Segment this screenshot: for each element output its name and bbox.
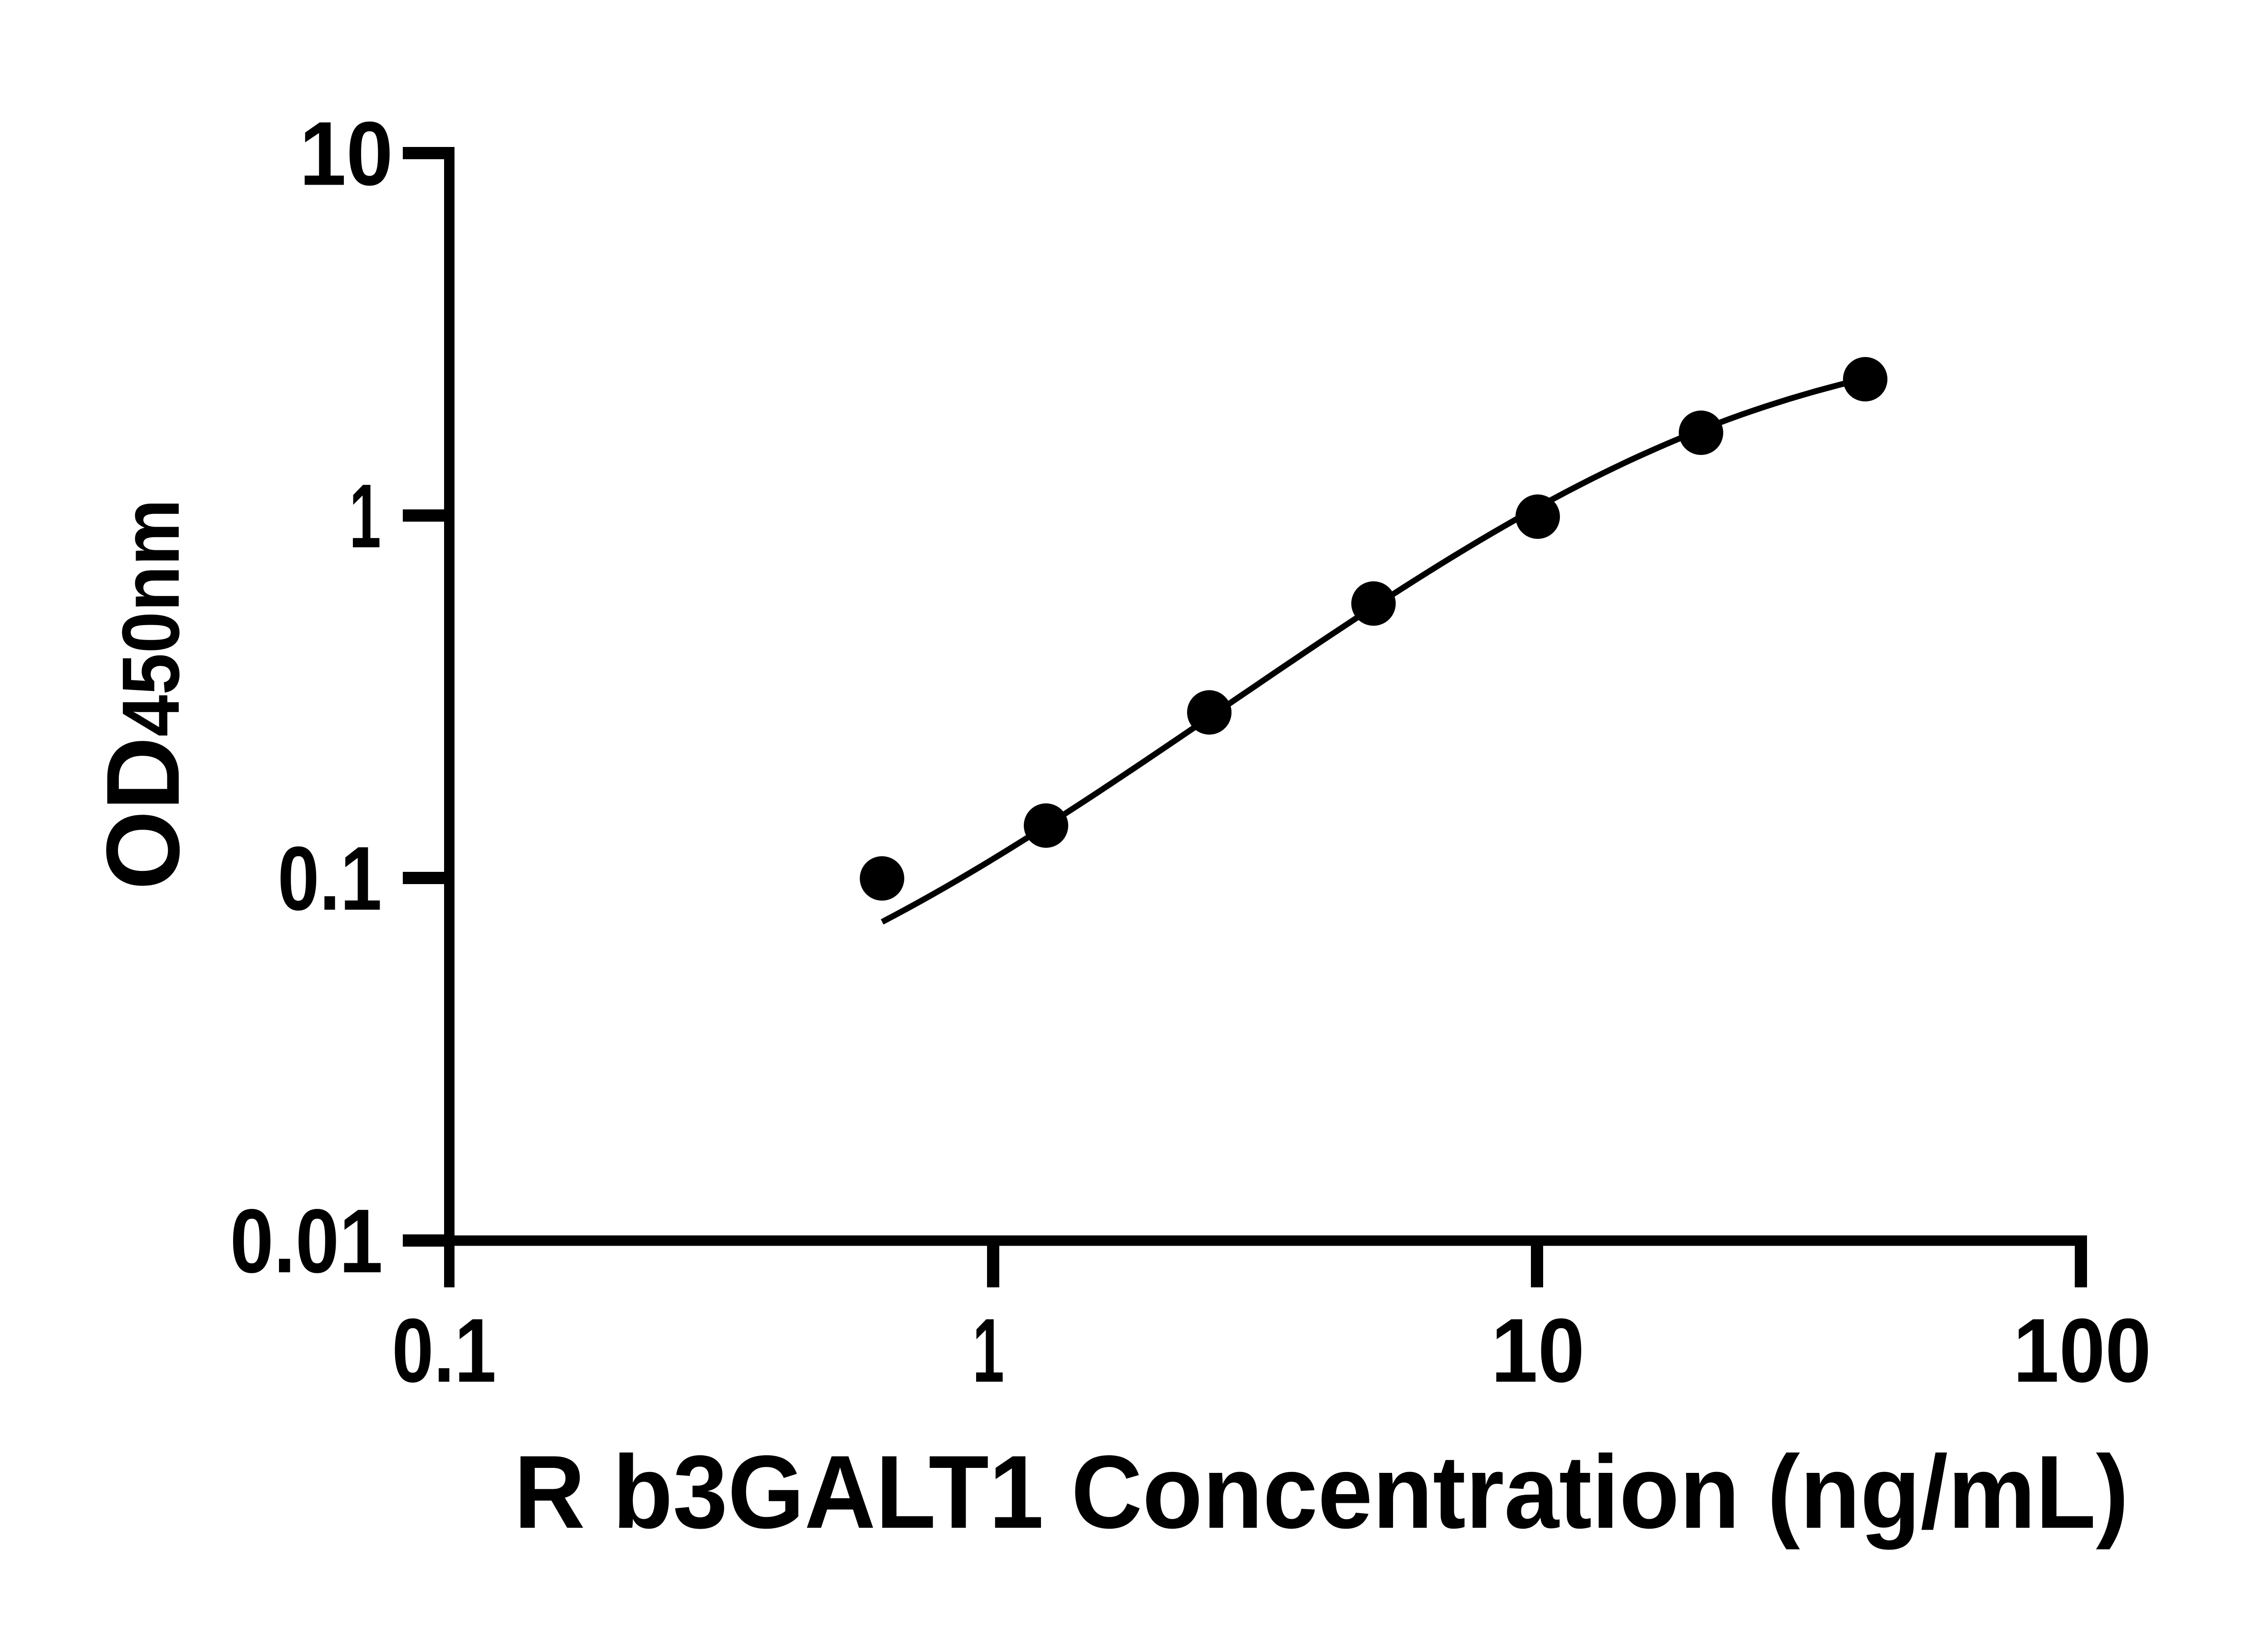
svg-text:1: 1	[349, 466, 381, 567]
svg-text:0.1: 0.1	[392, 1300, 496, 1401]
svg-text:0.01: 0.01	[230, 1191, 383, 1292]
svg-text:R b3GALT1 Concentration (ng/mL: R b3GALT1 Concentration (ng/mL)	[514, 1434, 2129, 1550]
svg-text:0.1: 0.1	[278, 828, 382, 929]
svg-text:10: 10	[299, 103, 393, 205]
svg-text:OD: OD	[85, 737, 201, 890]
svg-text:1: 1	[973, 1300, 1004, 1401]
svg-text:100: 100	[2013, 1300, 2151, 1401]
svg-text:10: 10	[1491, 1300, 1585, 1401]
svg-text:450nm: 450nm	[105, 499, 196, 737]
